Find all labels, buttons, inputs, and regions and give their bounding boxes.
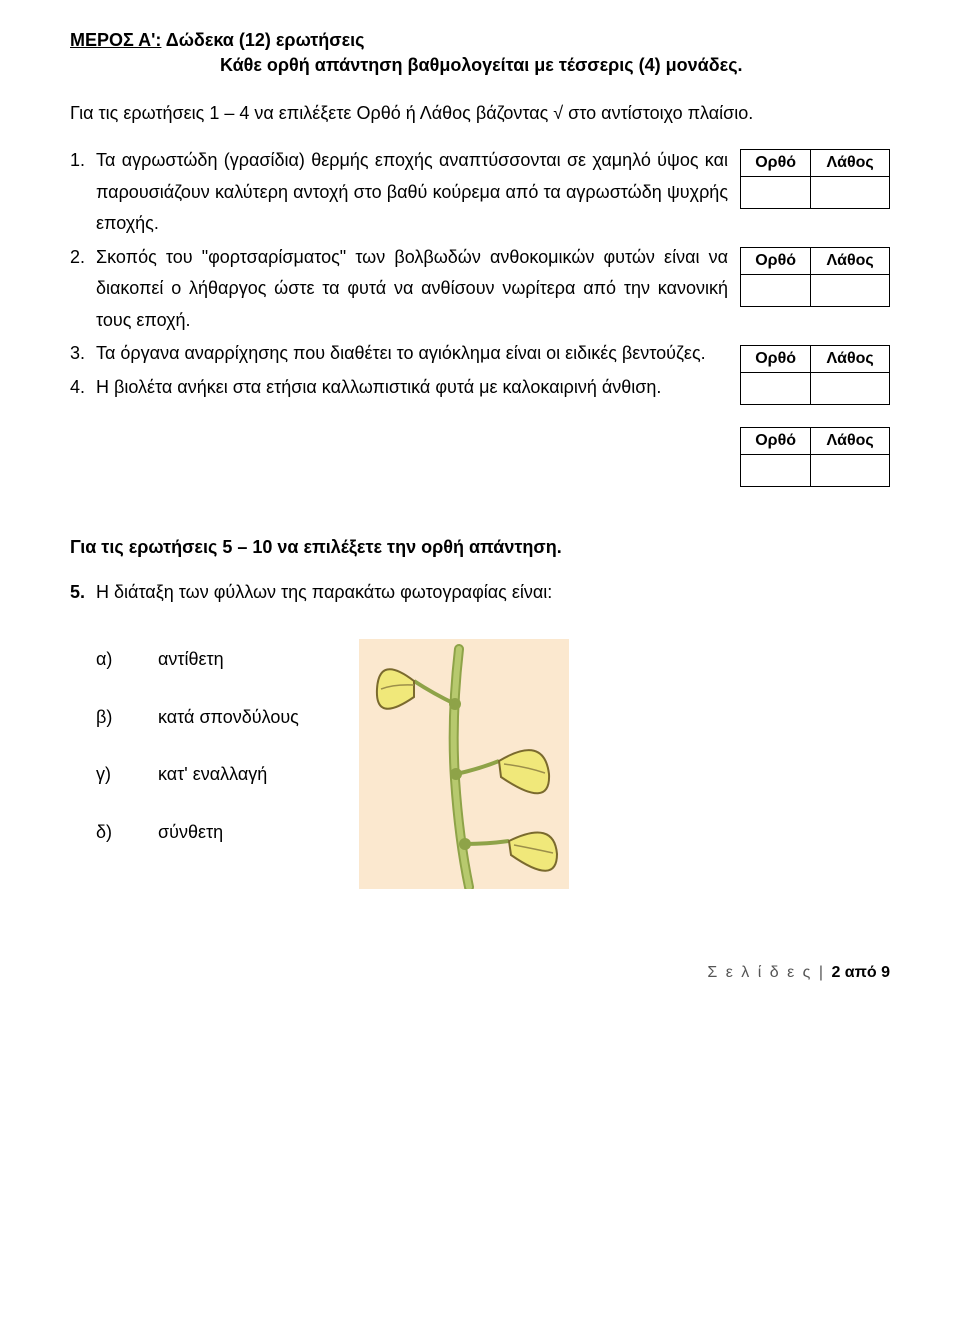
- tf-wrong-header: Λάθος: [811, 150, 890, 177]
- answer-a-text: αντίθετη: [158, 631, 224, 689]
- plant-illustration: [359, 631, 569, 894]
- questions-column: 1. Τα αγρωστώδη (γρασίδια) θερμής εποχής…: [70, 145, 728, 487]
- q1-number: 1.: [70, 145, 96, 240]
- section-subtitle: Κάθε ορθή απάντηση βαθμολογείται με τέσσ…: [220, 55, 890, 76]
- tf-table-2: Ορθό Λάθος: [740, 247, 890, 307]
- q4-number: 4.: [70, 372, 96, 404]
- footer-sep: |: [819, 964, 825, 981]
- instruction-q1-4: Για τις ερωτήσεις 1 – 4 να επιλέξετε Ορθ…: [70, 100, 890, 127]
- question-5: 5. Η διάταξη των φύλλων της παρακάτω φωτ…: [70, 582, 890, 603]
- tf-cell-wrong[interactable]: [811, 373, 890, 405]
- tf-correct-header: Ορθό: [741, 150, 811, 177]
- footer-label: Σ ε λ ί δ ε ς: [707, 964, 812, 981]
- q5-number: 5.: [70, 582, 85, 602]
- answer-b-text: κατά σπονδύλους: [158, 689, 299, 747]
- answer-c-letter: γ): [96, 746, 120, 804]
- q3-number: 3.: [70, 338, 96, 370]
- questions-block: 1. Τα αγρωστώδη (γρασίδια) θερμής εποχής…: [70, 145, 890, 487]
- q5-text: Η διάταξη των φύλλων της παρακάτω φωτογρ…: [96, 582, 552, 602]
- answer-b[interactable]: β) κατά σπονδύλους: [96, 689, 299, 747]
- answer-a[interactable]: α) αντίθετη: [96, 631, 299, 689]
- tf-correct-header: Ορθό: [741, 346, 811, 373]
- tf-correct-header: Ορθό: [741, 428, 811, 455]
- question-2: 2. Σκοπός του "φορτσαρίσματος" των βολβω…: [70, 242, 728, 337]
- tf-cell-wrong[interactable]: [811, 455, 890, 487]
- page-footer: Σ ε λ ί δ ε ς | 2 από 9: [70, 964, 890, 982]
- tf-cell-correct[interactable]: [741, 177, 811, 209]
- part-label: ΜΕΡΟΣ Α':: [70, 30, 161, 50]
- tf-wrong-header: Λάθος: [811, 428, 890, 455]
- q1-text: Τα αγρωστώδη (γρασίδια) θερμής εποχής αν…: [96, 145, 728, 240]
- instruction2-text: Για τις ερωτήσεις 5 – 10 να επιλέξετε τη…: [70, 537, 562, 557]
- tf-table-4: Ορθό Λάθος: [740, 427, 890, 487]
- tf-correct-header: Ορθό: [741, 248, 811, 275]
- answers-column: α) αντίθετη β) κατά σπονδύλους γ) κατ' ε…: [70, 631, 299, 894]
- q2-text: Σκοπός του "φορτσαρίσματος" των βολβωδών…: [96, 242, 728, 337]
- section-header: ΜΕΡΟΣ Α': Δώδεκα (12) ερωτήσεις: [70, 30, 890, 51]
- answer-d[interactable]: δ) σύνθετη: [96, 804, 299, 862]
- q2-number: 2.: [70, 242, 96, 337]
- part-title: Δώδεκα (12) ερωτήσεις: [166, 30, 365, 50]
- plant-icon: [359, 639, 569, 889]
- q5-answers-block: α) αντίθετη β) κατά σπονδύλους γ) κατ' ε…: [70, 631, 890, 894]
- question-4: 4. Η βιολέτα ανήκει στα ετήσια καλλωπιστ…: [70, 372, 728, 404]
- answer-c[interactable]: γ) κατ' εναλλαγή: [96, 746, 299, 804]
- tf-table-3: Ορθό Λάθος: [740, 345, 890, 405]
- q3-text: Τα όργανα αναρρίχησης που διαθέτει το αγ…: [96, 338, 728, 370]
- tf-wrong-header: Λάθος: [811, 248, 890, 275]
- question-3: 3. Τα όργανα αναρρίχησης που διαθέτει το…: [70, 338, 728, 370]
- answer-c-text: κατ' εναλλαγή: [158, 746, 267, 804]
- footer-page: 2 από 9: [831, 964, 890, 981]
- answer-d-text: σύνθετη: [158, 804, 223, 862]
- answer-b-letter: β): [96, 689, 120, 747]
- tf-cell-wrong[interactable]: [811, 275, 890, 307]
- answer-d-letter: δ): [96, 804, 120, 862]
- instruction-q5-10: Για τις ερωτήσεις 5 – 10 να επιλέξετε τη…: [70, 537, 890, 558]
- tf-tables-column: Ορθό Λάθος Ορθό Λάθος Ορθό Λάθος: [740, 145, 890, 487]
- answer-a-letter: α): [96, 631, 120, 689]
- tf-cell-correct[interactable]: [741, 275, 811, 307]
- q4-text: Η βιολέτα ανήκει στα ετήσια καλλωπιστικά…: [96, 372, 728, 404]
- question-1: 1. Τα αγρωστώδη (γρασίδια) θερμής εποχής…: [70, 145, 728, 240]
- tf-table-1: Ορθό Λάθος: [740, 149, 890, 209]
- tf-cell-correct[interactable]: [741, 455, 811, 487]
- tf-wrong-header: Λάθος: [811, 346, 890, 373]
- tf-cell-correct[interactable]: [741, 373, 811, 405]
- tf-cell-wrong[interactable]: [811, 177, 890, 209]
